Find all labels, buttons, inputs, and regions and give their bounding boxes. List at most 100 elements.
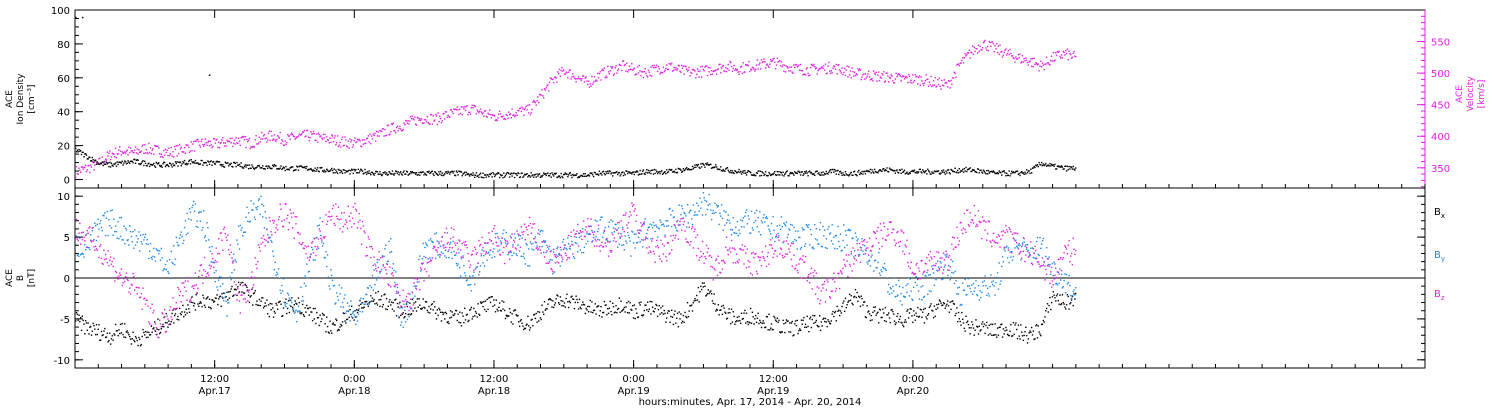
- b-y-point: [434, 233, 436, 235]
- b-x-point: [947, 305, 950, 307]
- b-y-point: [830, 240, 833, 242]
- b-y-point: [721, 217, 724, 220]
- b-x-point: [846, 304, 848, 306]
- velocity-point: [996, 51, 999, 54]
- velocity-point: [486, 116, 488, 118]
- b-x-point: [738, 315, 740, 318]
- b-y-point: [210, 261, 212, 263]
- b-y-point: [520, 255, 522, 257]
- b-x-point: [981, 323, 983, 325]
- density-point: [646, 168, 648, 171]
- velocity-point: [657, 65, 660, 68]
- b-x-point: [439, 309, 441, 311]
- b-x-point: [272, 307, 274, 309]
- velocity-point: [478, 111, 480, 114]
- b-x-point: [372, 300, 374, 303]
- b-x-point: [174, 313, 177, 315]
- velocity-point: [490, 117, 493, 119]
- velocity-point: [233, 139, 236, 141]
- velocity-point: [1035, 62, 1038, 65]
- b-y-point: [298, 310, 301, 312]
- velocity-point: [607, 71, 610, 73]
- b-x-point: [342, 312, 345, 314]
- b-y-point: [728, 219, 730, 222]
- velocity-point: [535, 104, 537, 106]
- b-y-point: [375, 279, 378, 281]
- density-point: [713, 166, 715, 169]
- b-y-point: [826, 247, 828, 250]
- velocity-point: [660, 71, 662, 74]
- density-point: [379, 171, 381, 173]
- density-point: [1045, 165, 1048, 167]
- density-point: [290, 166, 292, 169]
- density-point: [931, 171, 933, 173]
- b-y-point: [309, 255, 311, 258]
- b-x-point: [848, 300, 850, 302]
- density-point: [197, 162, 199, 164]
- b-x-point: [255, 303, 257, 306]
- density-point: [348, 169, 350, 172]
- velocity-point: [257, 143, 259, 145]
- b-y-point: [145, 242, 148, 245]
- density-point: [587, 174, 590, 176]
- density-point: [584, 172, 586, 175]
- velocity-point: [920, 76, 922, 78]
- velocity-point: [308, 139, 310, 142]
- b-x-point: [281, 315, 284, 317]
- velocity-point: [818, 67, 821, 70]
- density-point: [520, 172, 522, 175]
- b-x-point: [606, 313, 608, 316]
- b-x-point: [1055, 295, 1058, 297]
- velocity-point: [374, 132, 376, 135]
- b-x-point: [1003, 333, 1005, 335]
- b-x-point: [637, 316, 640, 318]
- density-point: [626, 172, 629, 175]
- velocity-point: [725, 70, 728, 73]
- velocity-point: [273, 134, 276, 136]
- b-x-point: [158, 332, 161, 335]
- b-x-point: [863, 301, 865, 303]
- velocity-point: [487, 112, 489, 114]
- velocity-point: [534, 101, 537, 104]
- velocity-point: [870, 78, 872, 80]
- b-x-point: [990, 323, 992, 325]
- b-y-point: [961, 282, 964, 284]
- b-x-point: [395, 298, 397, 300]
- b-y-point: [363, 303, 365, 306]
- b-y-point: [457, 263, 459, 265]
- velocity-point: [296, 136, 299, 138]
- velocity-point: [947, 80, 950, 82]
- velocity-point: [1026, 61, 1029, 64]
- velocity-point: [902, 75, 904, 77]
- b-y-point: [724, 224, 726, 226]
- density-point: [334, 171, 336, 174]
- b-y-point: [79, 254, 82, 256]
- b-x-point: [620, 300, 622, 302]
- density-point: [1012, 171, 1015, 173]
- density-point: [432, 173, 434, 175]
- b-x-point: [153, 327, 155, 329]
- b-y-point: [915, 275, 917, 278]
- velocity-point: [155, 145, 158, 147]
- density-point: [466, 173, 468, 176]
- x-tick-label-time: 12:00: [480, 374, 509, 385]
- b-y-point: [397, 292, 399, 294]
- b-y-point: [198, 212, 200, 214]
- b-y-point: [776, 225, 779, 227]
- density-point: [887, 171, 890, 173]
- b-x-point: [670, 315, 672, 318]
- density-point: [395, 170, 397, 172]
- b-y-point: [185, 233, 187, 236]
- b-y-point: [562, 241, 564, 243]
- b-x-point: [247, 294, 250, 296]
- velocity-point: [1001, 56, 1004, 58]
- b-y-point: [353, 314, 355, 316]
- b-y-point: [937, 260, 939, 262]
- density-point: [902, 171, 904, 174]
- density-point: [800, 171, 803, 173]
- density-point: [370, 171, 373, 174]
- b-x-point: [746, 321, 749, 323]
- velocity-point: [902, 75, 905, 77]
- velocity-point: [1014, 61, 1016, 63]
- density-point: [252, 167, 255, 170]
